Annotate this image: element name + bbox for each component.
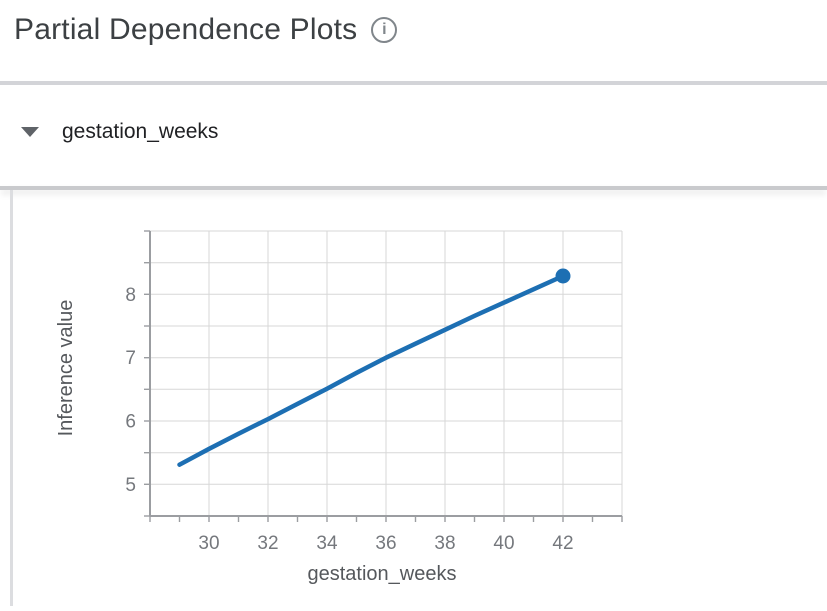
page-title: Partial Dependence Plots	[14, 13, 358, 46]
header-divider	[0, 81, 827, 85]
partial-dependence-chart: 30 32 34 36 38 40 42 5 6 7 8 Inference value gesta…	[55, 230, 623, 585]
pd-end-point	[555, 268, 571, 284]
chart-axes	[144, 230, 623, 522]
y-axis-title: Inference value	[55, 300, 77, 437]
info-icon[interactable]: i	[371, 17, 398, 43]
y-tick-label: 6	[125, 412, 136, 433]
x-tick-label: 42	[552, 533, 573, 554]
x-tick-label: 36	[375, 533, 396, 554]
chart-gridlines	[150, 230, 623, 517]
x-tick-label: 40	[493, 533, 514, 554]
x-axis-title: gestation_weeks	[308, 563, 457, 585]
y-tick-label: 8	[125, 285, 136, 306]
x-tick-label: 32	[257, 533, 278, 554]
chart-tick-labels: 30 32 34 36 38 40 42 5 6 7 8	[125, 285, 573, 554]
y-tick-label: 7	[125, 348, 136, 369]
pd-line	[177, 273, 566, 467]
x-tick-label: 30	[198, 533, 219, 554]
chart-series	[177, 268, 571, 467]
feature-section-header[interactable]: gestation_weeks	[0, 107, 827, 157]
section-divider	[0, 186, 827, 190]
chevron-down-icon[interactable]	[21, 127, 39, 137]
page-header: Partial Dependence Plots i	[14, 8, 398, 52]
y-tick-label: 5	[125, 475, 136, 496]
feature-section-label: gestation_weeks	[62, 120, 219, 143]
chart-area: 30 32 34 36 38 40 42 5 6 7 8 Inference value gesta…	[0, 190, 827, 606]
x-tick-label: 34	[316, 533, 338, 554]
panel-left-rule	[10, 190, 13, 606]
x-tick-label: 38	[434, 533, 455, 554]
